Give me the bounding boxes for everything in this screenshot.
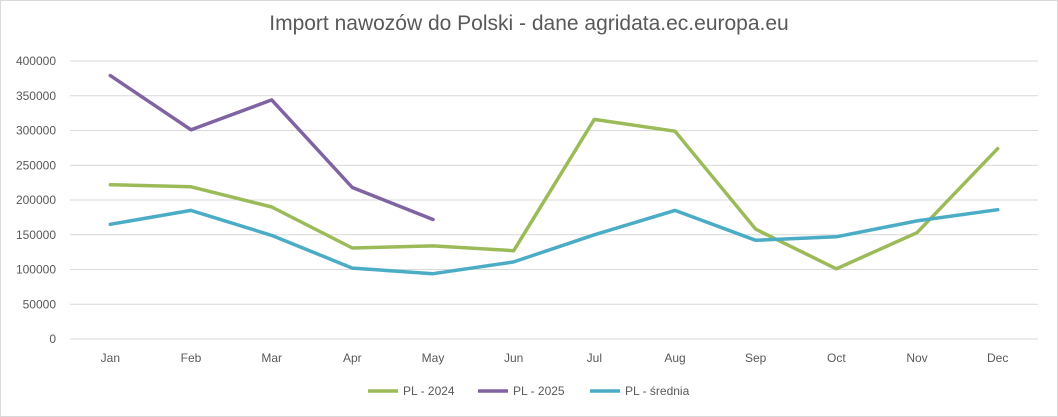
y-tick-label: 300000 <box>16 124 56 138</box>
y-tick-label: 50000 <box>23 297 57 311</box>
x-tick-label: Aug <box>664 351 685 365</box>
series-line-pl-2024 <box>108 117 1000 271</box>
x-tick-label: Oct <box>827 351 846 365</box>
x-tick-label: Feb <box>181 351 202 365</box>
series-lines <box>108 73 1000 276</box>
chart-title: Import nawozów do Polski - dane agridata… <box>269 12 789 35</box>
x-tick-label: Nov <box>906 351 927 365</box>
y-tick-label: 350000 <box>16 89 56 103</box>
y-tick-label: 0 <box>49 332 56 346</box>
y-tick-label: 250000 <box>16 158 56 172</box>
x-tick-label: Mar <box>261 351 282 365</box>
x-tick-label: May <box>422 351 445 365</box>
x-axis-ticks: Jan Feb Mar Apr May Jun Jul Aug Sep Oct Nov Dec <box>101 351 1009 365</box>
y-tick-label: 150000 <box>16 228 56 242</box>
legend-label: PL - średnia <box>625 384 690 398</box>
y-tick-label: 400000 <box>16 54 56 68</box>
x-tick-label: Apr <box>343 351 362 365</box>
x-tick-label: Jun <box>504 351 523 365</box>
legend-label: PL - 2024 <box>403 384 455 398</box>
series-line-pl-rednia <box>108 207 1000 276</box>
x-tick-label: Jan <box>101 351 120 365</box>
x-tick-label: Jul <box>587 351 602 365</box>
x-tick-label: Dec <box>987 351 1008 365</box>
series-line-pl-2025 <box>108 73 435 222</box>
x-tick-label: Sep <box>745 351 767 365</box>
y-tick-label: 100000 <box>16 263 56 277</box>
gridlines <box>70 60 1038 340</box>
legend-label: PL - 2025 <box>513 384 565 398</box>
y-tick-label: 200000 <box>16 193 56 207</box>
legend: PL - 2024 PL - 2025 PL - średnia <box>368 384 690 398</box>
y-axis-ticks: 0 50000 100000 150000 200000 250000 300000 3500… <box>16 54 56 346</box>
